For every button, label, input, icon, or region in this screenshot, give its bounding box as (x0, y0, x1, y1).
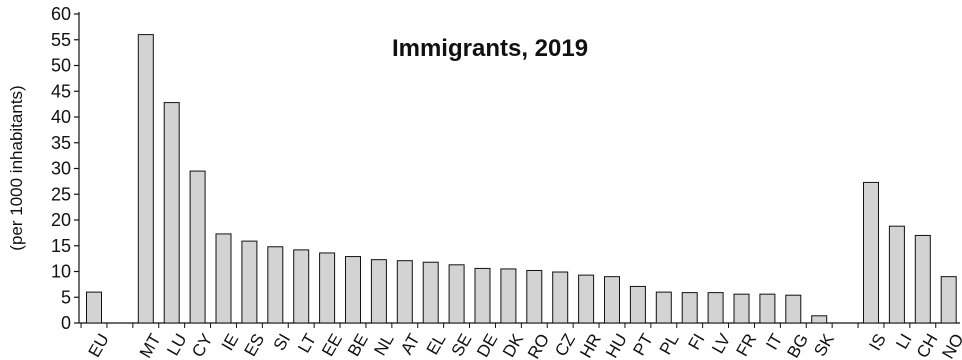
category-label-ch: CH (913, 331, 942, 360)
category-label-ee: EE (318, 331, 346, 360)
y-tick-label: 45 (51, 81, 71, 101)
category-label-cy: CY (188, 331, 216, 360)
y-tick-label: 15 (51, 236, 71, 256)
chart-title: Immigrants, 2019 (392, 35, 588, 62)
category-label-li: LI (892, 331, 916, 353)
y-tick-label: 55 (51, 30, 71, 50)
category-label-lt: LT (294, 331, 320, 357)
category-label-no: NO (938, 331, 962, 360)
bar-de (474, 267, 491, 324)
bar-ch (914, 234, 931, 324)
x-axis (79, 322, 960, 328)
bar-es (241, 240, 258, 324)
y-tick-label: 25 (51, 184, 71, 204)
category-label-nl: NL (370, 331, 397, 359)
category-label-bg: BG (783, 331, 812, 360)
bar-at (396, 260, 413, 324)
y-tick-label: 60 (51, 4, 71, 24)
category-label-eu: EU (85, 331, 113, 360)
category-label-fi: FI (685, 331, 709, 354)
bar-dk (500, 268, 517, 324)
category-label-dk: DK (499, 330, 528, 360)
bar-ee (319, 252, 336, 324)
bar-pt (629, 285, 646, 324)
category-label-si: SI (270, 331, 294, 354)
category-label-lu: LU (163, 331, 190, 359)
category-label-hr: HR (576, 331, 605, 360)
y-tick-label: 40 (51, 107, 71, 127)
bar-is (863, 181, 879, 324)
bar-hr (578, 274, 595, 324)
bar-cy (189, 170, 206, 324)
bar-eu (86, 291, 102, 324)
category-label-it: IT (762, 331, 786, 354)
bar-it (759, 293, 776, 324)
category-label-de: DE (473, 331, 501, 360)
bar-bg (785, 294, 802, 324)
bar-nl (370, 259, 387, 324)
y-tick-label: 35 (51, 133, 71, 153)
bar-ie (215, 233, 232, 324)
bar-fr (733, 293, 750, 324)
bar-el (422, 261, 439, 324)
bar-hu (604, 276, 620, 324)
y-tick-label: 0 (61, 313, 71, 333)
bars-group (86, 34, 957, 324)
category-label-hu: HU (602, 331, 631, 360)
bar-si (267, 246, 284, 324)
category-label-pl: PL (656, 331, 683, 359)
category-label-fr: FR (733, 331, 761, 360)
y-tick-label: 30 (51, 159, 71, 179)
category-label-cz: CZ (551, 331, 579, 360)
category-label-at: AT (397, 331, 424, 358)
category-label-mt: MT (136, 331, 165, 360)
y-tick-label: 50 (51, 56, 71, 76)
category-label-es: ES (240, 331, 268, 360)
category-label-ro: RO (524, 331, 553, 360)
bar-pl (655, 291, 672, 324)
y-axis-title: (per 1000 inhabitants) (7, 85, 26, 250)
category-label-sk: SK (810, 330, 838, 360)
y-tick-label: 5 (61, 287, 71, 307)
category-label-is: IS (865, 331, 889, 354)
bar-lu (163, 102, 180, 324)
bar-ro (526, 269, 543, 324)
bar-lv (707, 292, 724, 324)
bar-sk (811, 315, 828, 324)
bar-be (345, 256, 361, 324)
bar-no (940, 276, 957, 324)
bar-li (888, 225, 905, 324)
category-label-ie: IE (218, 331, 242, 354)
category-label-el: EL (423, 331, 450, 359)
category-label-lv: LV (708, 330, 735, 357)
bar-se (448, 264, 465, 324)
bar-mt (137, 34, 154, 324)
category-label-pt: PT (629, 331, 656, 359)
bar-fi (681, 292, 698, 324)
y-tick-label: 10 (51, 262, 71, 282)
category-label-se: SE (448, 331, 476, 360)
category-label-be: BE (344, 331, 372, 360)
y-axis: 0 5 10 15 20 25 30 35 40 45 50 55 60 (51, 4, 80, 333)
y-tick-label: 20 (51, 210, 71, 230)
bar-cz (552, 271, 569, 324)
bar-lt (293, 249, 310, 324)
